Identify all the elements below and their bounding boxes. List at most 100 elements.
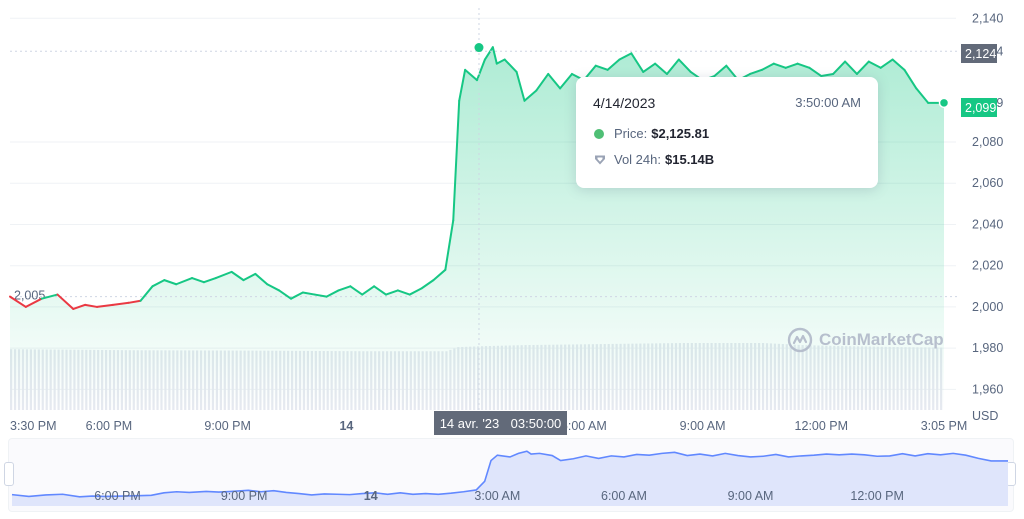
- price-line-segment: [384, 289, 399, 296]
- price-line-segment: [96, 303, 114, 308]
- x-tick-label: 9:00 PM: [204, 419, 251, 433]
- price-line-segment: [642, 62, 657, 73]
- crosshair-price-label: 2,124: [965, 46, 997, 61]
- range-navigator[interactable]: [8, 438, 1014, 512]
- x-tick-label: 3:30 PM: [10, 419, 57, 433]
- x-tick-label: 14: [339, 419, 353, 433]
- price-dot-icon: [594, 128, 604, 139]
- price-line-segment: [654, 62, 668, 75]
- price-line-segment: [677, 58, 692, 73]
- price-line-segment: [559, 72, 573, 90]
- price-line-segment: [40, 293, 59, 300]
- price-line-segment: [749, 68, 763, 75]
- price-tooltip: 4/14/2023 3:50:00 AM Price: $2,125.81 Vo…: [576, 77, 878, 188]
- x-tick-label: 3:05 PM: [921, 419, 968, 433]
- price-line-segment: [594, 64, 609, 71]
- price-line-segment: [832, 60, 847, 75]
- x-tick-label: 9:00 AM: [680, 419, 726, 433]
- price-line-segment: [515, 70, 526, 102]
- y-tick-label: 2,140: [972, 11, 1003, 25]
- price-line-segment: [796, 62, 811, 69]
- price-line-segment: [844, 60, 858, 75]
- price-line-segment: [111, 301, 130, 306]
- price-line-segment: [127, 299, 142, 304]
- price-line-segment: [606, 58, 621, 71]
- price-line-segment: [915, 87, 930, 104]
- price-line-segment: [361, 285, 376, 296]
- watermark-text: CoinMarketCap: [819, 330, 944, 349]
- crosshair-point: [474, 43, 484, 53]
- price-line-segment: [72, 303, 87, 310]
- price-line-segment: [84, 303, 99, 308]
- y-tick-label: 2,020: [972, 259, 1003, 273]
- price-line-segment: [855, 60, 870, 75]
- last-price-label: 2,099: [965, 100, 997, 115]
- price-line-segment: [151, 279, 166, 288]
- price-line-segment: [325, 289, 340, 298]
- y-tick-label: 2,080: [972, 135, 1003, 149]
- crosshair-price-tag: 2,124: [961, 44, 997, 63]
- price-line-segment: [9, 295, 27, 308]
- navigator-left-handle[interactable]: [4, 462, 14, 486]
- price-line-segment: [760, 62, 775, 71]
- tooltip-price-value: $2,125.81: [651, 126, 710, 141]
- price-line-segment: [483, 46, 494, 61]
- price-line-segment: [301, 291, 316, 296]
- y-tick-label: 1,960: [972, 382, 1003, 396]
- price-line-segment: [408, 287, 423, 296]
- price-line-segment: [420, 279, 435, 290]
- price-line-segment: [535, 72, 550, 92]
- price-line-segment: [56, 293, 75, 310]
- price-line-segment: [337, 285, 352, 292]
- price-line-segment: [289, 291, 304, 300]
- price-line-segment: [202, 277, 217, 284]
- price-line-segment: [784, 62, 799, 69]
- price-line-segment: [713, 64, 728, 78]
- price-line-segment: [214, 270, 233, 280]
- price-line-segment: [230, 270, 245, 282]
- navigator-right-handle[interactable]: [1006, 462, 1016, 486]
- price-line-segment: [313, 293, 328, 298]
- coinmarketcap-logo-icon: [787, 327, 813, 353]
- y-tick-label: 1,980: [972, 341, 1003, 355]
- price-line-segment: [903, 68, 918, 90]
- y-tick-label: 2,000: [972, 300, 1003, 314]
- price-line-segment: [495, 58, 506, 65]
- price-line-segment: [254, 272, 269, 286]
- price-line-segment: [808, 66, 823, 78]
- y-tick-label: 2,040: [972, 217, 1003, 231]
- tooltip-time: 3:50:00 AM: [795, 95, 861, 110]
- price-line-segment: [432, 268, 447, 282]
- volume-shield-icon: [595, 155, 605, 164]
- price-line-segment: [867, 60, 882, 69]
- price-line-segment: [458, 68, 467, 102]
- reference-price-label: 2,005: [14, 289, 45, 303]
- price-line-segment: [24, 297, 43, 308]
- crosshair-date-tag: 14 avr. '23 03:50:00: [434, 411, 567, 435]
- price-line-segment: [891, 58, 906, 71]
- price-line-segment: [464, 68, 478, 82]
- tooltip-price-label: Price:: [614, 126, 648, 141]
- tooltip-volume-row: Vol 24h: $15.14B: [594, 152, 714, 167]
- price-line-segment: [139, 285, 154, 302]
- coinmarketcap-watermark: CoinMarketCap: [787, 327, 944, 353]
- x-tick-label: 6:00 PM: [86, 419, 133, 433]
- price-line-segment: [879, 58, 894, 69]
- crosshair-time: 03:50:00: [510, 415, 562, 431]
- price-line-segment: [444, 219, 455, 271]
- price-line-segment: [630, 52, 645, 73]
- price-line-segment: [175, 277, 194, 286]
- y-tick-label: 2,060: [972, 176, 1003, 190]
- currency-label: USD: [972, 409, 998, 423]
- price-line-segment: [547, 72, 562, 90]
- price-line-segment: [772, 62, 787, 69]
- price-line-segment: [266, 283, 281, 292]
- price-line-segment: [278, 289, 292, 300]
- price-line-segment: [452, 99, 461, 222]
- price-line-segment: [491, 46, 498, 65]
- price-line-segment: [191, 277, 205, 284]
- price-line-segment: [665, 58, 680, 75]
- tooltip-price-row: Price: $2,125.81: [594, 126, 709, 141]
- price-line-segment: [476, 58, 486, 82]
